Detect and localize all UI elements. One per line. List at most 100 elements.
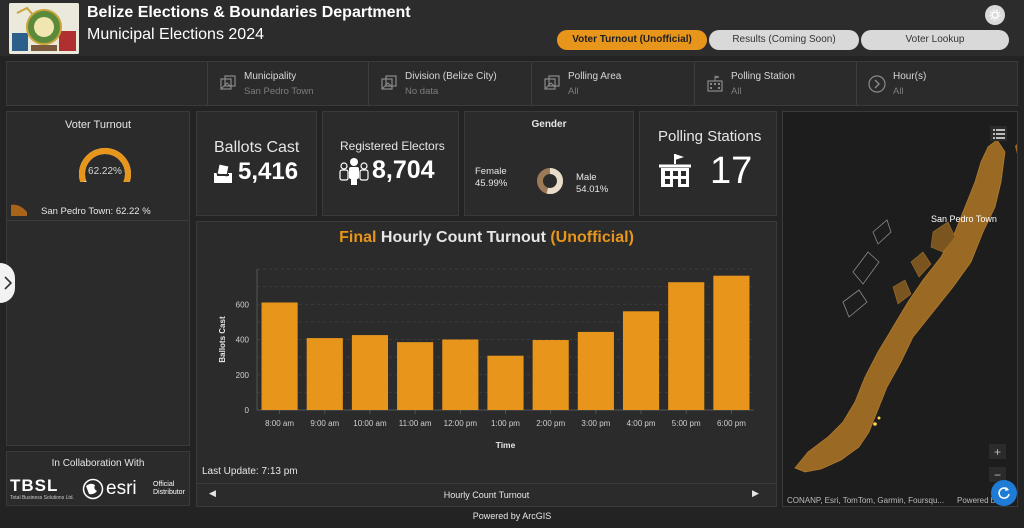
polling-stations-panel: Polling Stations 17	[639, 111, 777, 216]
list-icon	[992, 128, 1005, 139]
map-place-label: San Pedro Town	[931, 214, 997, 224]
x-tick-label: 3:00 pm	[581, 419, 610, 428]
esri-distributor-text: Official Distributor	[153, 481, 185, 497]
bar-2	[351, 335, 389, 410]
bar-3	[397, 342, 434, 410]
bar-1	[306, 338, 343, 410]
layers-icon	[381, 75, 397, 90]
chart-nav-label: Hourly Count Turnout	[443, 490, 530, 500]
bar-4	[442, 339, 479, 410]
gauge-value: 62.22%	[88, 166, 122, 177]
tab-voter-lookup[interactable]: Voter Lookup	[861, 30, 1009, 50]
turnout-gauge: 62.22%	[77, 146, 133, 202]
bar-7	[577, 331, 614, 410]
divider	[7, 220, 189, 221]
tbsl-logo-subtext: Total Business Solutions Ltd.	[10, 495, 74, 501]
map-attribution: CONANP, Esri, TomTom, Garmin, Foursqu...	[787, 496, 945, 505]
x-tick-label: 8:00 am	[265, 419, 294, 428]
bar-8	[622, 311, 660, 410]
collaboration-panel: In Collaboration With TBSL Total Busines…	[6, 451, 190, 506]
filter-value: All	[731, 86, 742, 97]
expand-panel-button[interactable]	[0, 263, 15, 303]
ballots-cast-label: Ballots Cast	[214, 139, 300, 156]
x-tick-label: 2:00 pm	[536, 419, 565, 428]
tbsl-logo: TBSL Total Business Solutions Ltd.	[10, 477, 78, 502]
chart-title: Final Hourly Count Turnout (Unofficial)	[197, 229, 776, 247]
map-powered-by: Powered b	[957, 496, 996, 505]
plus-icon: +	[993, 444, 1001, 459]
x-tick-label: 5:00 pm	[672, 419, 701, 428]
filter-value: San Pedro Town	[244, 86, 314, 97]
x-tick-label: 1:00 pm	[491, 419, 520, 428]
refresh-icon	[998, 487, 1010, 499]
globe-icon	[82, 478, 104, 500]
esri-sub-1: Official	[153, 481, 175, 488]
turnout-legend: San Pedro Town: 62.22 %	[41, 206, 151, 217]
filter-label: Polling Station	[731, 71, 795, 82]
filter-polling-station[interactable]: Polling Station All	[694, 62, 856, 105]
registered-electors-label: Registered Electors	[340, 139, 445, 153]
x-tick-label: 12:00 pm	[444, 419, 478, 428]
filter-hours[interactable]: Hour(s) All	[856, 62, 1017, 105]
layers-icon	[544, 75, 560, 90]
map-panel[interactable]: San Pedro Town + − CONANP, Esri, TomTom,…	[782, 111, 1018, 507]
chevron-right-icon	[868, 75, 886, 93]
hourly-turnout-chart: 0 200 400 600 Ballots Cast 8:00 am 9:00 am 10:0…	[218, 268, 754, 450]
y-axis-label: Ballots Cast	[218, 316, 227, 363]
chart-title-part2: Hourly Count Turnout	[376, 229, 551, 246]
tab-voter-turnout[interactable]: Voter Turnout (Unofficial)	[557, 30, 707, 50]
island-map[interactable]	[783, 112, 1018, 507]
male-label: Male	[576, 172, 597, 183]
zoom-out-button[interactable]: −	[989, 467, 1006, 482]
male-value: 54.01%	[576, 184, 609, 195]
filter-label: Municipality	[244, 71, 297, 82]
filter-label: Division (Belize City)	[405, 71, 497, 82]
zoom-in-button[interactable]: +	[989, 444, 1006, 459]
registered-electors-value: 8,704	[372, 156, 435, 184]
female-value: 45.99%	[475, 178, 508, 189]
registered-electors-panel: Registered Electors 8,704	[322, 111, 459, 216]
department-logo	[9, 3, 79, 54]
filter-value: All	[568, 86, 579, 97]
bar-0	[261, 302, 298, 410]
gender-donut	[537, 168, 563, 194]
ballots-cast-value: 5,416	[238, 158, 299, 185]
ballot-box-icon	[214, 164, 232, 183]
page-subtitle: Municipal Elections 2024	[87, 26, 264, 43]
map-layers-button[interactable]	[990, 126, 1007, 141]
legend-swatch-icon	[11, 204, 27, 216]
x-tick-label: 10:00 am	[353, 419, 387, 428]
esri-sub-2: Distributor	[153, 489, 185, 496]
chart-prev-button[interactable]: ◀	[209, 488, 216, 498]
female-label: Female	[475, 166, 507, 177]
footer-powered-by: Powered by ArcGIS	[472, 511, 552, 521]
x-tick-label: 4:00 pm	[627, 419, 656, 428]
filter-value: No data	[405, 86, 439, 97]
bar-9	[668, 282, 705, 410]
filter-polling-area[interactable]: Polling Area All	[531, 62, 694, 105]
tab-results[interactable]: Results (Coming Soon)	[709, 30, 859, 50]
layers-icon	[220, 75, 236, 90]
building-icon	[707, 75, 723, 92]
hourly-turnout-chart-panel: Final Hourly Count Turnout (Unofficial) …	[196, 221, 777, 507]
polling-stations-value: 17	[710, 150, 753, 192]
bar-6	[532, 340, 569, 410]
filter-label: Hour(s)	[893, 71, 927, 82]
collab-title: In Collaboration With	[51, 458, 145, 469]
refresh-button[interactable]	[991, 480, 1017, 506]
settings-button[interactable]	[985, 5, 1005, 25]
polling-station-icon	[659, 154, 691, 187]
voter-turnout-panel: Voter Turnout 62.22% San Pedro Town: 62.…	[6, 111, 190, 446]
people-icon	[339, 158, 369, 185]
y-tick-label: 0	[245, 406, 250, 415]
filter-label: Polling Area	[568, 71, 622, 82]
minus-icon: −	[993, 467, 1001, 482]
chart-next-button[interactable]: ▶	[752, 488, 759, 498]
chevron-right-icon	[3, 276, 12, 290]
panel-title: Voter Turnout	[64, 119, 132, 131]
filter-division[interactable]: Division (Belize City) No data	[368, 62, 531, 105]
filter-municipality[interactable]: Municipality San Pedro Town	[207, 62, 368, 105]
ballots-cast-panel: Ballots Cast 5,416	[196, 111, 317, 216]
app-header: Belize Elections & Boundaries Department…	[0, 0, 1024, 56]
chart-nav-bar: ◀ Hourly Count Turnout ▶	[197, 483, 776, 506]
